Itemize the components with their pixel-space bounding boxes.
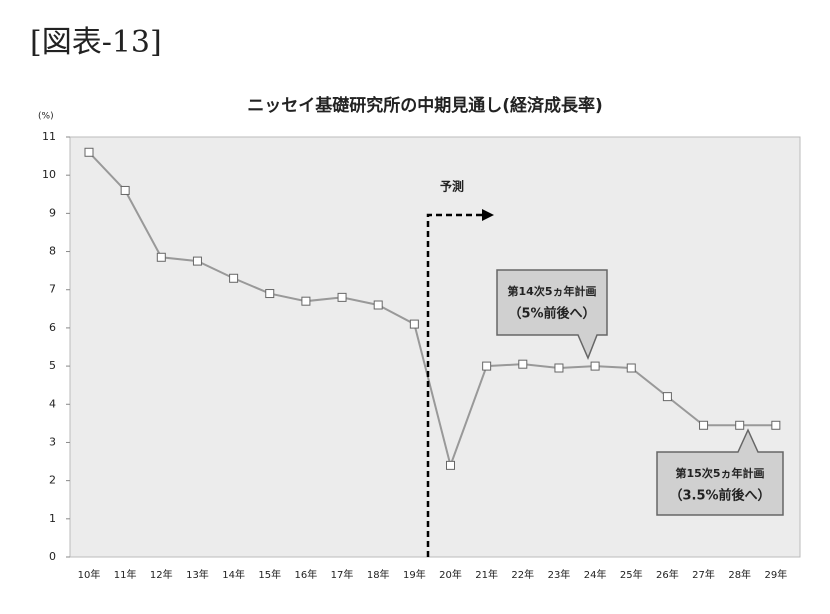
x-tick-label: 17年 <box>331 568 354 581</box>
x-tick-label: 21年 <box>475 568 498 581</box>
header: [図表-13] <box>30 25 162 60</box>
x-tick-label: 22年 <box>511 568 534 581</box>
x-tick-label: 12年 <box>150 568 173 581</box>
y-tick-label: 4 <box>49 397 56 410</box>
y-tick-label: 6 <box>49 321 56 334</box>
callout-text: （3.5%前後へ） <box>669 488 770 504</box>
y-tick-label: 5 <box>49 359 56 372</box>
point <box>554 363 564 373</box>
y-tick-label: 3 <box>49 435 56 448</box>
forecast-label: 予測 <box>440 179 464 194</box>
chart-title: ニッセイ基礎研究所の中期見通し(経済成長率) <box>247 95 603 116</box>
point <box>662 392 672 402</box>
y-tick-label: 1 <box>49 512 56 525</box>
x-tick-label: 14年 <box>222 568 245 581</box>
arrow-head <box>482 209 494 221</box>
x-tick-label: 29年 <box>764 568 787 581</box>
y-tick-label: 11 <box>42 130 56 143</box>
x-tick-label: 23年 <box>548 568 571 581</box>
point <box>156 252 166 262</box>
x-tick-label: 28年 <box>728 568 751 581</box>
callout-text: 第14次5ヵ年計画 <box>508 284 597 298</box>
y-tick-label: 10 <box>42 168 56 181</box>
point <box>626 363 636 373</box>
point <box>265 289 275 299</box>
point <box>771 420 781 430</box>
x-tick-label: 11年 <box>114 568 137 581</box>
y-tick-label: 7 <box>49 283 56 296</box>
forecast-arrow <box>426 213 482 557</box>
x-tick-label: 10年 <box>78 568 101 581</box>
x-tick-label: 20年 <box>439 568 462 581</box>
point <box>518 359 528 369</box>
point <box>301 296 311 306</box>
x-tick-label: 19年 <box>403 568 426 581</box>
callout-text: 第15次5ヵ年計画 <box>676 466 765 480</box>
point <box>446 460 455 470</box>
callout-text: （5%前後へ） <box>508 306 595 322</box>
x-tick-label: 16年 <box>295 568 318 581</box>
x-tick-label: 26年 <box>656 568 679 581</box>
callout-14: 第14次5ヵ年計画 （5%前後へ） <box>496 269 608 360</box>
point <box>229 273 239 283</box>
x-tick-label: 15年 <box>258 568 281 581</box>
point <box>699 420 709 430</box>
x-tick-label: 13年 <box>186 568 209 581</box>
x-tick-label: 18年 <box>367 568 390 581</box>
y-tick-label: 2 <box>49 474 56 487</box>
point <box>590 361 600 371</box>
y-tick-label: 0 <box>49 550 56 563</box>
point <box>409 319 419 329</box>
point <box>84 147 94 157</box>
point <box>120 185 130 195</box>
point <box>482 361 492 371</box>
point <box>192 256 202 266</box>
point <box>735 420 745 430</box>
x-tick-label: 24年 <box>584 568 607 581</box>
x-tick-label: 25年 <box>620 568 643 581</box>
point <box>373 300 383 310</box>
point <box>337 292 347 302</box>
series-line <box>88 151 776 469</box>
y-unit: (%) <box>38 112 54 122</box>
callout-15: 第15次5ヵ年計画 （3.5%前後へ） <box>656 428 784 516</box>
y-tick-label: 8 <box>49 245 56 258</box>
x-tick-label: 27年 <box>692 568 715 581</box>
y-tick-label: 9 <box>49 206 56 219</box>
